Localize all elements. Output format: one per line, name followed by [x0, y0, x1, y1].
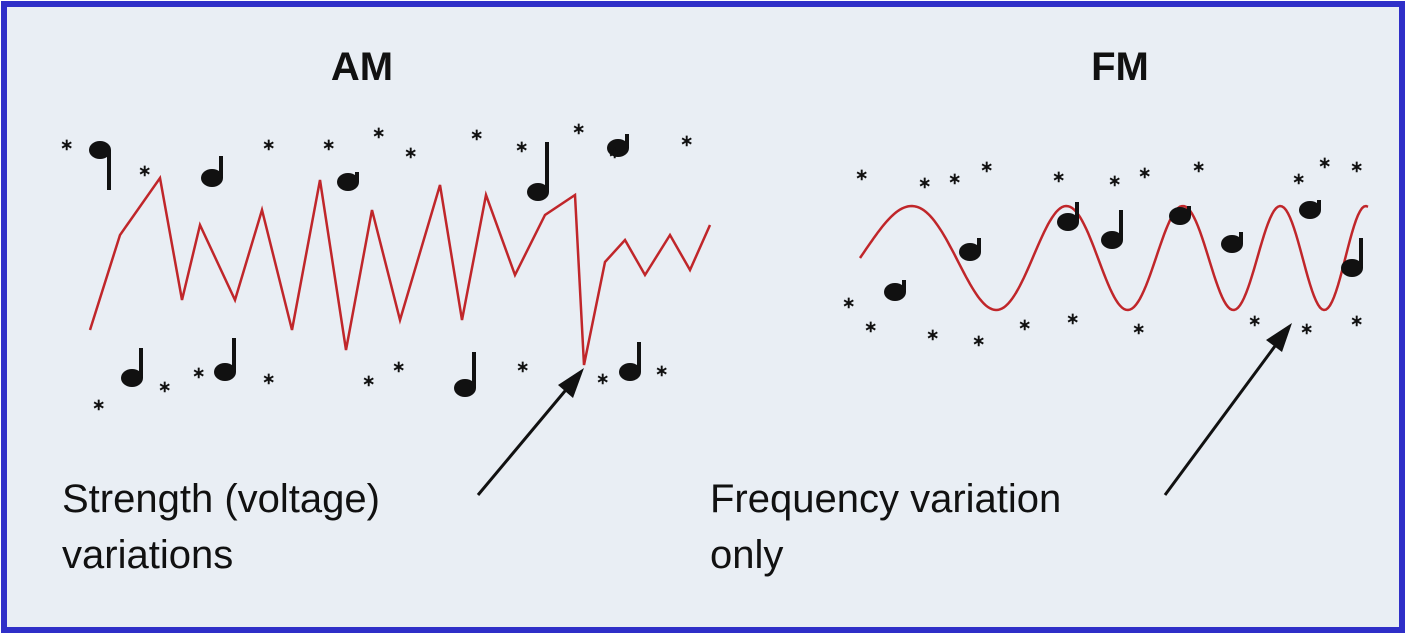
fm-arrow [1163, 323, 1292, 496]
note-head [454, 379, 476, 397]
note-head [619, 363, 641, 381]
sparkle: ∗ [470, 127, 483, 144]
sparkle: ∗ [918, 175, 931, 192]
sparkle: ∗ [1108, 173, 1121, 190]
sparkle: ∗ [572, 121, 585, 138]
sparkle: ∗ [926, 327, 939, 344]
fm-title: FM [1091, 45, 1149, 89]
note-head [121, 369, 143, 387]
sparkle: ∗ [362, 373, 375, 390]
sparkle: ∗ [1066, 311, 1079, 328]
note-head [959, 243, 981, 261]
sparkle: ∗ [680, 133, 693, 150]
sparkle: ∗ [1318, 155, 1331, 172]
sparkle: ∗ [1052, 169, 1065, 186]
sparkle: ∗ [948, 171, 961, 188]
note-head [89, 141, 111, 159]
sparkle: ∗ [596, 371, 609, 388]
sparkle: ∗ [980, 159, 993, 176]
sparkle: ∗ [655, 363, 668, 380]
sparkle: ∗ [864, 319, 877, 336]
note-head [1169, 207, 1191, 225]
sparkle: ∗ [1300, 321, 1313, 338]
am-caption-line: Strength (voltage) [62, 477, 380, 521]
sparkle: ∗ [1018, 317, 1031, 334]
note-head [607, 139, 629, 157]
sparkle: ∗ [92, 397, 105, 414]
sparkle: ∗ [262, 137, 275, 154]
sparkle: ∗ [1292, 171, 1305, 188]
am-title: AM [331, 45, 393, 89]
note-head [201, 169, 223, 187]
am-arrow [476, 368, 584, 496]
sparkle: ∗ [138, 163, 151, 180]
note-head [1101, 231, 1123, 249]
am-caption-line: variations [62, 533, 233, 577]
fm-wave [858, 204, 1369, 312]
music-notes: ∗ ∗ ∗ ∗ ∗ ∗ ∗ ∗ ∗ ∗ ∗ ∗ ∗ ∗ ∗ ∗ ∗ ∗ ∗ ∗ ∗ ∗ ∗ ∗ ∗ ∗ ∗ ∗ ∗ ∗ ∗ ∗ ∗ ∗ ∗ ∗ ∗ ∗ ∗ ∗… [60, 121, 1363, 414]
am-wave [88, 174, 712, 366]
sparkle: ∗ [262, 371, 275, 388]
sparkle: ∗ [404, 145, 417, 162]
note-head [1341, 259, 1363, 277]
note-head [214, 363, 236, 381]
sparkle: ∗ [1248, 313, 1261, 330]
note-head [1221, 235, 1243, 253]
note-head [1057, 213, 1079, 231]
sparkle: ∗ [372, 125, 385, 142]
note-head [527, 183, 549, 201]
sparkle: ∗ [516, 359, 529, 376]
note-head [337, 173, 359, 191]
sparkle: ∗ [1138, 165, 1151, 182]
sparkle: ∗ [842, 295, 855, 312]
sparkle: ∗ [158, 379, 171, 396]
sparkle: ∗ [855, 167, 868, 184]
sparkle: ∗ [392, 359, 405, 376]
sparkle: ∗ [322, 137, 335, 154]
sparkle: ∗ [972, 333, 985, 350]
sparkle: ∗ [608, 145, 621, 162]
note-head [1299, 201, 1321, 219]
note-head [884, 283, 906, 301]
sparkle: ∗ [1132, 321, 1145, 338]
fm-caption-line: only [710, 533, 783, 577]
sparkle: ∗ [1350, 159, 1363, 176]
sparkle: ∗ [1350, 313, 1363, 330]
fm-caption-line: Frequency variation [710, 477, 1061, 521]
sparkle: ∗ [192, 365, 205, 382]
sparkle: ∗ [1192, 159, 1205, 176]
sparkle: ∗ [515, 139, 528, 156]
sparkle: ∗ [60, 137, 73, 154]
